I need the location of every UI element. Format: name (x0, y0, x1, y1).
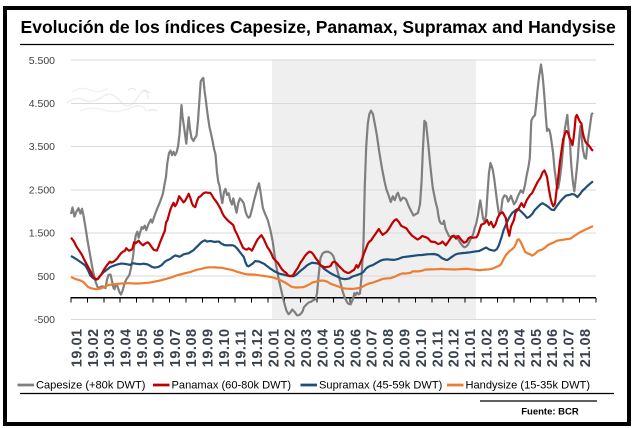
svg-text:20.04: 20.04 (316, 328, 332, 367)
svg-text:20.08: 20.08 (381, 328, 397, 367)
svg-text:21.05: 21.05 (529, 328, 545, 367)
svg-text:21.08: 21.08 (578, 328, 594, 367)
svg-text:21.07: 21.07 (562, 328, 578, 367)
svg-text:20.10: 20.10 (414, 328, 430, 367)
svg-text:19.05: 19.05 (135, 328, 151, 367)
svg-text:1.500: 1.500 (29, 228, 55, 240)
svg-text:19.12: 19.12 (250, 328, 266, 367)
svg-text:19.10: 19.10 (217, 328, 233, 367)
svg-text:19.07: 19.07 (168, 328, 184, 367)
svg-text:19.08: 19.08 (184, 328, 200, 367)
svg-text:20.02: 20.02 (283, 328, 299, 367)
svg-text:19.11: 19.11 (234, 329, 250, 367)
svg-text:Supramax (45-59k DWT): Supramax (45-59k DWT) (319, 380, 442, 392)
svg-text:19.03: 19.03 (102, 328, 118, 367)
svg-text:20.01: 20.01 (266, 328, 282, 367)
svg-text:4.500: 4.500 (29, 98, 55, 110)
svg-text:19.09: 19.09 (201, 328, 217, 367)
svg-text:20.07: 20.07 (365, 328, 381, 367)
svg-text:21.02: 21.02 (480, 328, 496, 367)
svg-text:20.06: 20.06 (348, 328, 364, 367)
svg-text:Capesize (+80k DWT): Capesize (+80k DWT) (36, 380, 145, 392)
svg-text:21.01: 21.01 (463, 328, 479, 367)
svg-text:5.500: 5.500 (29, 55, 55, 67)
svg-text:21.03: 21.03 (496, 328, 512, 367)
svg-text:20.05: 20.05 (332, 328, 348, 367)
svg-text:21.04: 21.04 (512, 328, 528, 367)
svg-text:20.11: 20.11 (430, 329, 446, 367)
svg-text:500: 500 (37, 271, 55, 283)
svg-text:19.02: 19.02 (86, 328, 102, 367)
svg-text:2.500: 2.500 (29, 184, 55, 196)
svg-text:19.01: 19.01 (69, 328, 85, 367)
svg-text:19.04: 19.04 (119, 328, 135, 367)
svg-text:3.500: 3.500 (29, 141, 55, 153)
svg-text:20.03: 20.03 (299, 328, 315, 367)
svg-text:Evolución de los índices Capes: Evolución de los índices Capesize, Panam… (21, 17, 617, 37)
svg-text:21.06: 21.06 (545, 328, 561, 367)
svg-text:Panamax (60-80k DWT): Panamax (60-80k DWT) (172, 380, 292, 392)
svg-text:20.12: 20.12 (447, 328, 463, 367)
svg-text:Fuente: BCR: Fuente: BCR (521, 407, 579, 418)
svg-text:Handysize (15-35k DWT): Handysize (15-35k DWT) (466, 380, 591, 392)
svg-text:20.09: 20.09 (398, 328, 414, 367)
svg-text:19.06: 19.06 (151, 328, 167, 367)
svg-text:-500: -500 (34, 314, 55, 326)
